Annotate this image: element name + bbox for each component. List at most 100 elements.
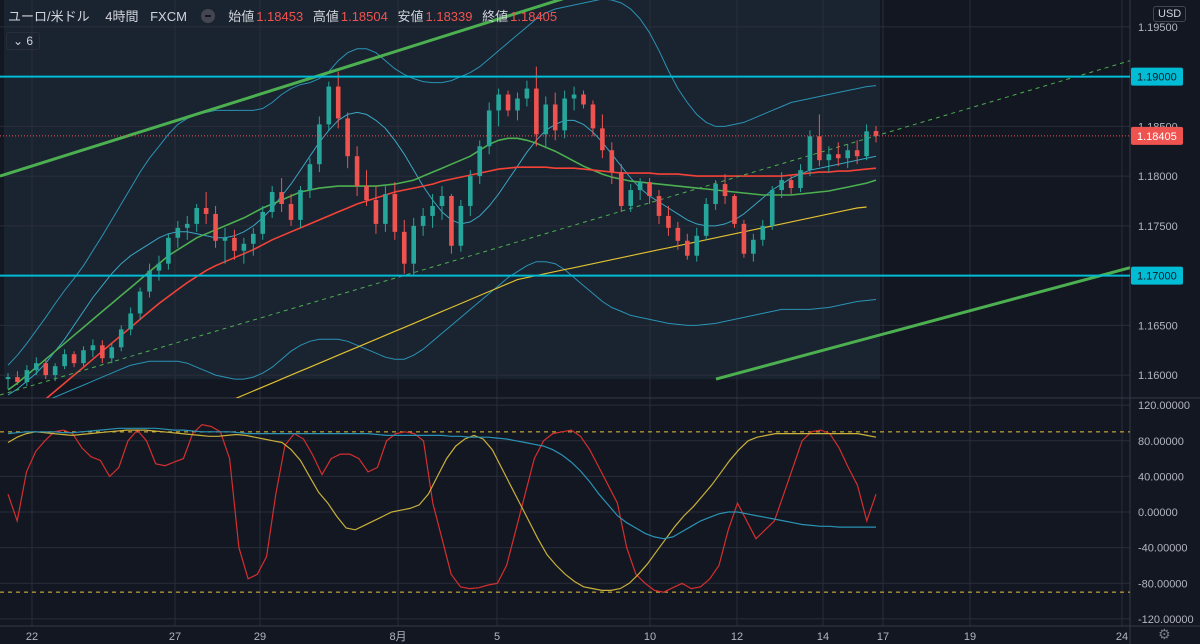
level-price-label-bg: [1131, 266, 1183, 285]
candle-body: [581, 94, 586, 105]
time-tick-label: 27: [169, 631, 181, 643]
sma-red-line: [45, 166, 877, 398]
open-label: 始値: [228, 9, 255, 24]
last-price-label: 1.18405: [1137, 131, 1177, 143]
candle-body: [534, 88, 539, 135]
candle-body: [373, 199, 379, 224]
candle-body: [779, 180, 784, 191]
symbol-name[interactable]: ユーロ/米ドル: [8, 9, 90, 24]
candle-body: [609, 150, 615, 173]
visibility-toggle-icon[interactable]: [200, 9, 215, 23]
gear-icon[interactable]: ⚙: [1158, 626, 1171, 642]
candle-body: [345, 118, 350, 157]
candle-body: [675, 227, 681, 241]
candle-body: [100, 345, 105, 359]
candle-body: [713, 184, 718, 204]
level-price-label-bg: [1131, 67, 1183, 86]
candle-body: [685, 240, 690, 256]
price-tick-label: 1.19500: [1138, 22, 1178, 34]
candle-body: [109, 347, 115, 359]
candle-body: [34, 363, 39, 371]
chart-legend: ユーロ/米ドル 4時間 FXCM 始値 1.18453 高値 1.18504 安値 1…: [8, 6, 563, 25]
candle-body: [769, 190, 775, 226]
candle-body: [807, 136, 813, 171]
main-pane: [0, 0, 1130, 398]
candle-body: [24, 370, 30, 383]
candle-body: [90, 345, 96, 351]
osc-red-line: [7, 424, 877, 593]
candle-body: [486, 110, 492, 147]
candle-body: [656, 196, 662, 216]
candle-body: [335, 86, 341, 119]
candle-body: [307, 164, 313, 191]
time-tick-label: 14: [817, 631, 829, 643]
bollinger-upper-line: [7, 0, 877, 366]
osc-tick-label: 0.00000: [1138, 507, 1178, 519]
candle-body: [81, 350, 86, 364]
high-value: 1.18504: [340, 9, 388, 24]
close-value: 1.18405: [510, 9, 558, 24]
timeframe-label[interactable]: 4時間: [105, 9, 139, 24]
candle-body: [401, 231, 407, 264]
candle-body: [722, 184, 728, 197]
candle-body: [864, 131, 869, 157]
candle-body: [166, 237, 171, 264]
low-value: 1.18339: [425, 9, 473, 24]
candle-body: [222, 237, 228, 241]
candle-body: [788, 180, 794, 189]
indicators-collapse-button[interactable]: ⌄ 6: [6, 32, 41, 50]
candle-body: [477, 146, 483, 177]
osc-tick-label: -40.00000: [1138, 543, 1188, 555]
candle-body: [317, 124, 322, 165]
candle-body: [430, 205, 435, 216]
low-label: 安値: [397, 9, 424, 24]
price-tick-label: 1.18000: [1138, 171, 1178, 183]
candle-body: [354, 156, 360, 187]
osc-tick-label: -80.00000: [1138, 578, 1188, 590]
price-tick-label: 1.16000: [1138, 370, 1178, 382]
candle-body: [873, 131, 879, 136]
oscillator-pane: [0, 424, 1130, 593]
time-tick-label: 12: [731, 631, 743, 643]
time-tick-label: 5: [494, 631, 500, 643]
candle-body: [213, 213, 218, 241]
currency-badge[interactable]: USD: [1153, 6, 1187, 22]
candle-body: [647, 182, 652, 197]
time-tick-label: 29: [254, 631, 266, 643]
candle-body: [251, 233, 256, 244]
open-value: 1.18453: [256, 9, 304, 24]
candle-body: [524, 88, 530, 99]
candle-body: [618, 172, 624, 206]
candle-body: [269, 192, 275, 212]
candle-body: [751, 239, 756, 254]
candle-body: [468, 176, 473, 206]
candle-body: [590, 104, 596, 129]
candle-body: [15, 377, 20, 383]
trend-line: [715, 266, 1130, 381]
sma-yellow-line: [235, 206, 867, 398]
candle-body: [694, 235, 700, 256]
indicator-count: 6: [26, 34, 34, 48]
osc-tick-label: -120.00000: [1138, 614, 1194, 626]
candle-body: [128, 313, 133, 330]
candle-body: [835, 154, 841, 159]
sma-green-line: [7, 137, 877, 391]
osc-tick-label: 120.00000: [1138, 400, 1190, 412]
candle-body: [571, 94, 577, 99]
candle-body: [411, 225, 416, 264]
time-tick-label: 19: [964, 631, 976, 643]
candle-body: [760, 225, 766, 240]
candle-body: [826, 154, 832, 161]
candle-body: [732, 196, 737, 224]
osc-tick-label: 80.00000: [1138, 436, 1184, 448]
last-price-label-bg: [1131, 126, 1183, 145]
candle-body: [62, 354, 67, 367]
time-tick-label: 10: [644, 631, 656, 643]
candle-body: [71, 354, 77, 364]
candle-body: [326, 86, 332, 125]
osc-yellow-line: [7, 429, 877, 592]
candle-body: [156, 263, 162, 271]
candle-body: [118, 329, 124, 348]
candle-body: [383, 194, 388, 224]
